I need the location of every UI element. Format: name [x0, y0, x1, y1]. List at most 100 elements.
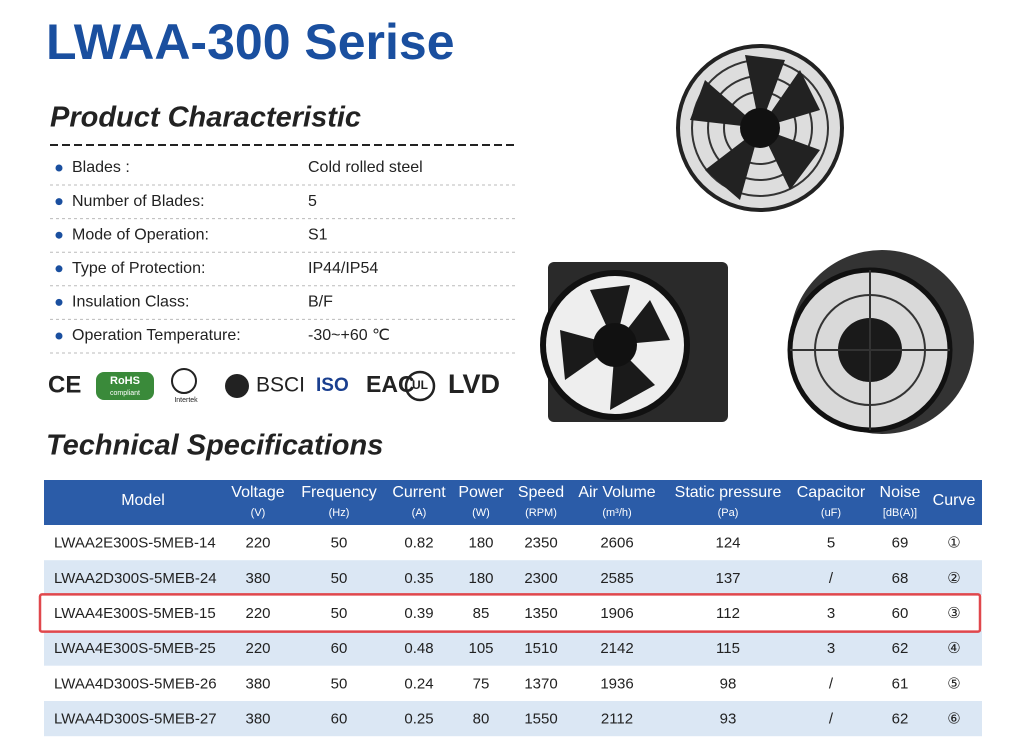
spec-label: Insulation Class: [72, 294, 189, 311]
table-cell: 380 [245, 711, 270, 728]
table-row [44, 595, 982, 631]
table-cell: 1370 [524, 675, 557, 692]
table-cell: 112 [716, 605, 740, 622]
spec-label: Operation Temperature: [72, 327, 241, 344]
table-row [44, 701, 982, 737]
table-cell: LWAA2E300S-5MEB-14 [54, 535, 216, 552]
column-header: Voltage [231, 484, 284, 501]
section-title: Product Characteristic [50, 102, 361, 134]
column-header: Noise [880, 484, 921, 501]
spec-value: Cold rolled steel [308, 159, 423, 176]
column-header: Frequency [301, 484, 377, 501]
table-cell: ⑥ [947, 711, 960, 728]
table-cell: 115 [716, 640, 740, 657]
cert-label: Intertek [174, 397, 198, 404]
table-cell: 220 [245, 605, 270, 622]
row-highlight [38, 593, 982, 633]
table-cell: 380 [245, 570, 270, 587]
bullet [55, 298, 63, 306]
cert-label: BSCI [256, 374, 305, 397]
table-cell: 0.39 [404, 605, 433, 622]
cert-label: compliant [110, 390, 140, 397]
table-cell: 50 [331, 535, 348, 552]
column-unit: (W) [472, 507, 490, 519]
table-cell: 80 [473, 711, 490, 728]
table-row [44, 630, 982, 666]
table-cell: LWAA2D300S-5MEB-24 [54, 570, 217, 587]
table-cell: 93 [720, 711, 737, 728]
table-cell: LWAA4E300S-5MEB-25 [54, 640, 216, 657]
column-unit: (m³/h) [602, 507, 631, 519]
column-unit: [dB(A)] [883, 507, 917, 519]
spec-value: S1 [308, 226, 328, 243]
spec-label: Type of Protection: [72, 260, 205, 277]
badge [171, 368, 197, 394]
table-cell: 0.82 [404, 535, 433, 552]
fan-image [540, 44, 974, 434]
column-header: Air Volume [578, 484, 655, 501]
table-cell: / [829, 711, 834, 728]
bullet [55, 198, 63, 206]
column-unit: (uF) [821, 507, 841, 519]
table-cell: 60 [331, 711, 348, 728]
table-cell: 0.24 [404, 675, 433, 692]
spec-value: IP44/IP54 [308, 260, 378, 277]
column-header: Current [392, 484, 446, 501]
table-cell: 60 [331, 640, 348, 657]
table-cell: 3 [827, 640, 835, 657]
table-cell: 50 [331, 675, 348, 692]
table-cell: 0.25 [404, 711, 433, 728]
table-cell: 2112 [601, 711, 633, 728]
table-cell: 68 [892, 570, 909, 587]
table-cell: 0.35 [404, 570, 433, 587]
table-cell: LWAA4D300S-5MEB-27 [54, 711, 217, 728]
column-header: Curve [933, 492, 976, 509]
cert-label: ISO [316, 375, 349, 396]
table-header [44, 480, 982, 525]
column-header: Capacitor [797, 484, 866, 501]
table-cell: 85 [473, 605, 490, 622]
cert-label: RoHS [110, 375, 140, 387]
table-cell: 1906 [600, 605, 633, 622]
table-cell: 220 [245, 640, 270, 657]
table-cell: 50 [331, 570, 348, 587]
spec-value: 5 [308, 193, 317, 210]
table-cell: 1936 [600, 675, 633, 692]
table-cell: LWAA4E300S-5MEB-15 [54, 605, 216, 622]
bullet [55, 164, 63, 172]
cert-label: LVD [448, 369, 500, 399]
table-cell: ⑤ [947, 675, 960, 692]
column-unit: (A) [412, 507, 427, 519]
table-cell: 75 [473, 675, 490, 692]
column-unit: (RPM) [525, 507, 557, 519]
table-cell: 62 [892, 640, 909, 657]
table-cell: / [829, 675, 834, 692]
table-cell: 2300 [524, 570, 557, 587]
table-cell: 180 [468, 570, 493, 587]
column-header: Power [458, 484, 504, 501]
bullet [55, 332, 63, 340]
table-cell: 98 [720, 675, 737, 692]
table-cell: 0.48 [404, 640, 433, 657]
table-cell: 105 [468, 640, 493, 657]
table-row [44, 665, 982, 701]
table-cell: ④ [947, 640, 960, 657]
table-cell: 1350 [524, 605, 557, 622]
badge [404, 370, 436, 402]
bullet [55, 231, 63, 239]
column-unit: (Hz) [329, 507, 350, 519]
column-unit: (V) [251, 507, 266, 519]
table-cell: 5 [827, 535, 835, 552]
table-cell: / [829, 570, 834, 587]
table-cell: 1550 [524, 711, 557, 728]
spec-label: Number of Blades: [72, 193, 205, 210]
bullet [55, 265, 63, 273]
spec-table: Model Voltage (V) Frequency (Hz) Current (A) Po… [38, 480, 982, 737]
page-title: LWAA-300 Serise [46, 14, 455, 70]
column-header: Model [121, 492, 165, 509]
table-cell: 2606 [600, 535, 633, 552]
table-cell: 220 [245, 535, 270, 552]
